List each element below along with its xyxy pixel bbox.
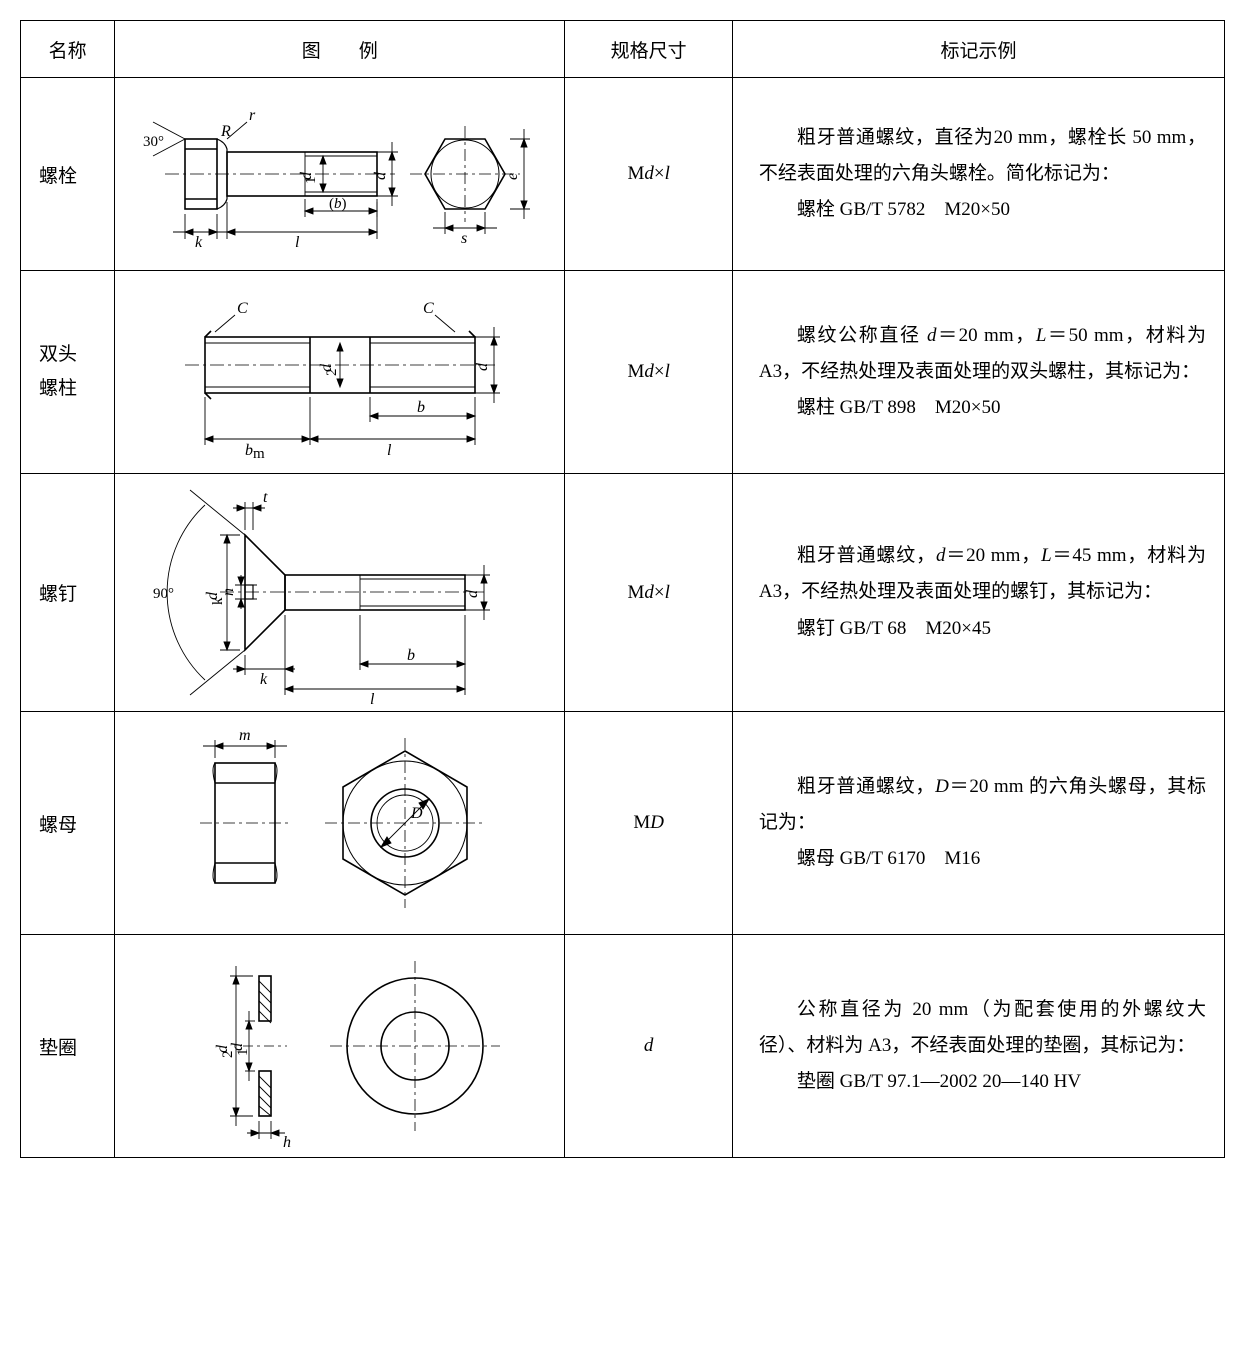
svg-text:90°: 90° xyxy=(153,586,174,602)
row-stud: 双头螺柱 xyxy=(21,271,1225,474)
svg-text:b: b xyxy=(407,647,415,664)
svg-text:k: k xyxy=(195,234,203,251)
svg-text:C: C xyxy=(237,300,248,317)
header-name: 名称 xyxy=(21,21,115,78)
diagram-nut: m D xyxy=(115,712,565,935)
example-nut-text: 粗牙普通螺纹，D＝20 mm 的六角头螺母，其标记为： xyxy=(759,769,1206,841)
svg-text:b: b xyxy=(417,399,425,416)
svg-text:30°: 30° xyxy=(143,134,164,150)
name-screw: 螺钉 xyxy=(21,474,115,712)
svg-text:d: d xyxy=(474,362,491,371)
example-stud: 螺纹公称直径 d＝20 mm，L＝50 mm，材料为 A3，不经热处理及表面处理… xyxy=(732,271,1224,474)
svg-text:(b): (b) xyxy=(329,196,347,212)
svg-text:l: l xyxy=(370,691,375,705)
svg-text:t: t xyxy=(263,489,268,506)
svg-text:d: d xyxy=(464,589,481,598)
diagram-bolt: 30° r R k xyxy=(115,78,565,271)
svg-text:1: 1 xyxy=(303,177,319,185)
svg-text:s: s xyxy=(461,230,467,247)
svg-text:D: D xyxy=(410,805,423,822)
header-row: 名称 图 例 规格尺寸 标记示例 xyxy=(21,21,1225,78)
name-nut: 螺母 xyxy=(21,712,115,935)
example-nut: 粗牙普通螺纹，D＝20 mm 的六角头螺母，其标记为： 螺母 GB/T 6170… xyxy=(732,712,1224,935)
svg-text:R: R xyxy=(220,123,231,140)
svg-text:d: d xyxy=(372,171,389,180)
spec-washer: d xyxy=(565,935,733,1158)
row-nut: 螺母 xyxy=(21,712,1225,935)
svg-text:h: h xyxy=(283,1134,291,1151)
example-screw: 粗牙普通螺纹，d＝20 mm，L＝45 mm，材料为 A3，不经热处理及表面处理… xyxy=(732,474,1224,712)
example-stud-code: 螺柱 GB/T 898 M20×50 xyxy=(759,390,1206,426)
example-nut-code: 螺母 GB/T 6170 M16 xyxy=(759,841,1206,877)
svg-text:e: e xyxy=(504,173,521,180)
diagram-screw: 90° d k xyxy=(115,474,565,712)
example-stud-text: 螺纹公称直径 d＝20 mm，L＝50 mm，材料为 A3，不经热处理及表面处理… xyxy=(759,318,1206,390)
row-washer: 垫圈 xyxy=(21,935,1225,1158)
example-washer-text: 公称直径为 20 mm（为配套使用的外螺纹大径）、材料为 A3，不经表面处理的垫… xyxy=(759,992,1206,1064)
svg-text:m: m xyxy=(253,446,265,462)
example-screw-code: 螺钉 GB/T 68 M20×45 xyxy=(759,611,1206,647)
header-diagram: 图 例 xyxy=(115,21,565,78)
example-washer: 公称直径为 20 mm（为配套使用的外螺纹大径）、材料为 A3，不经表面处理的垫… xyxy=(732,935,1224,1158)
svg-text:m: m xyxy=(239,727,251,744)
fastener-spec-table: 名称 图 例 规格尺寸 标记示例 螺栓 xyxy=(20,20,1225,1158)
header-spec: 规格尺寸 xyxy=(565,21,733,78)
name-washer: 垫圈 xyxy=(21,935,115,1158)
spec-stud: Md×l xyxy=(565,271,733,474)
spec-bolt: Md×l xyxy=(565,78,733,271)
diagram-stud: C C d 2 xyxy=(115,271,565,474)
row-bolt: 螺栓 xyxy=(21,78,1225,271)
svg-text:2: 2 xyxy=(324,369,340,377)
svg-text:C: C xyxy=(423,300,434,317)
name-stud: 双头螺柱 xyxy=(21,271,115,474)
svg-text:l: l xyxy=(295,234,300,251)
svg-text:k: k xyxy=(210,597,226,605)
svg-text:b: b xyxy=(245,442,253,459)
spec-screw: Md×l xyxy=(565,474,733,712)
spec-nut: MD xyxy=(565,712,733,935)
svg-text:r: r xyxy=(249,107,256,124)
example-washer-code: 垫圈 GB/T 97.1—2002 20—140 HV xyxy=(759,1064,1206,1100)
example-screw-text: 粗牙普通螺纹，d＝20 mm，L＝45 mm，材料为 A3，不经热处理及表面处理… xyxy=(759,538,1206,610)
name-bolt: 螺栓 xyxy=(21,78,115,271)
example-bolt: 粗牙普通螺纹，直径为20 mm，螺栓长 50 mm，不经表面处理的六角头螺栓。简… xyxy=(732,78,1224,271)
row-screw: 螺钉 xyxy=(21,474,1225,712)
svg-text:1: 1 xyxy=(235,1049,251,1057)
diagram-washer: d 2 d 1 xyxy=(115,935,565,1158)
header-example: 标记示例 xyxy=(732,21,1224,78)
svg-text:l: l xyxy=(387,442,392,459)
svg-text:n: n xyxy=(220,588,237,596)
svg-text:k: k xyxy=(260,671,268,688)
example-bolt-text: 粗牙普通螺纹，直径为20 mm，螺栓长 50 mm，不经表面处理的六角头螺栓。简… xyxy=(759,120,1206,192)
example-bolt-code: 螺栓 GB/T 5782 M20×50 xyxy=(759,192,1206,228)
